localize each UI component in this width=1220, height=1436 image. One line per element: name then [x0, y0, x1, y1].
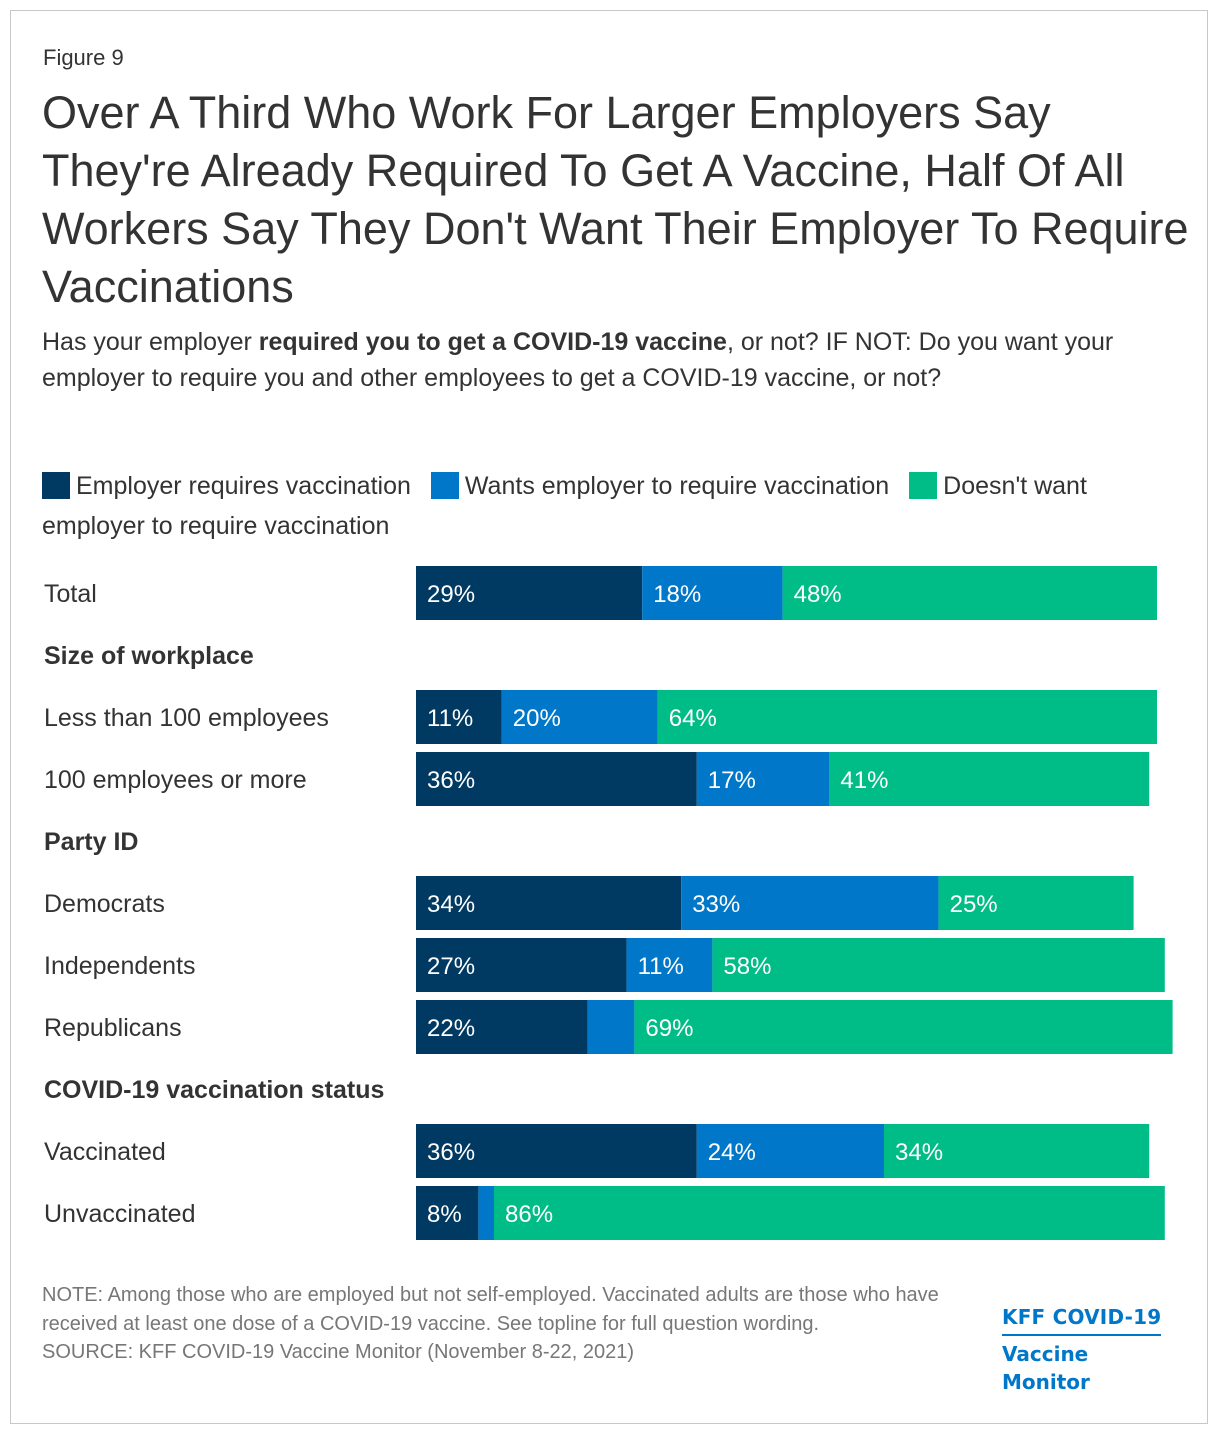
bar-total-wants	[642, 566, 783, 620]
data-label-democrats-wants: 33%	[692, 891, 740, 918]
bar-unvaccinated-wants	[478, 1186, 494, 1240]
bar-unvaccinated-doesnt-want	[494, 1186, 1165, 1240]
data-label-total-requires: 29%	[427, 581, 475, 608]
row-label-unvaccinated: Unvaccinated	[44, 1200, 195, 1228]
data-label-less-than-100-employees-wants: 20%	[513, 705, 561, 732]
bar-vaccinated-requires	[416, 1124, 697, 1178]
kff-logo: KFF COVID-19 Vaccine Monitor	[1002, 1303, 1182, 1396]
data-label-100-employees-or-more-wants: 17%	[708, 767, 756, 794]
legend-swatch-requires	[42, 472, 70, 499]
row-label-vaccinated: Vaccinated	[44, 1138, 166, 1166]
group-header-covid-19-vaccination-status: COVID-19 vaccination status	[44, 1076, 384, 1104]
bar-total-doesnt-want	[782, 566, 1157, 620]
data-label-100-employees-or-more-requires: 36%	[427, 767, 475, 794]
logo-line-2: Vaccine Monitor	[1002, 1342, 1090, 1394]
data-label-independents-doesnt-want: 58%	[723, 953, 771, 980]
data-label-democrats-doesnt-want: 25%	[950, 891, 998, 918]
legend-label-wants: Wants employer to require vaccination	[464, 472, 890, 500]
stacked-bar-chart: Total 29% 18% 48% Size of workplace Less than…	[44, 566, 1173, 1240]
data-label-unvaccinated-doesnt-want: 86%	[505, 1201, 553, 1228]
bar-unvaccinated-requires	[416, 1186, 479, 1240]
data-label-vaccinated-doesnt-want: 34%	[895, 1139, 943, 1166]
figure-label: Figure 9	[43, 45, 124, 70]
data-label-republicans-requires: 22%	[427, 1015, 475, 1042]
legend-swatch-wants	[430, 472, 459, 499]
chart-footer: NOTE: Among those who are employed but n…	[42, 1281, 942, 1367]
bar-100-employees-or-more-wants	[696, 752, 830, 806]
subtitle-post: , or not? IF NOT: Do you want your emplo…	[42, 328, 1114, 392]
legend-label-requires: Employer requires vaccination	[76, 472, 411, 500]
bar-republicans-requires	[416, 1000, 588, 1054]
legend-item-doesnt-want: Doesn't want employer to require vaccina…	[42, 472, 1087, 540]
bar-independents-doesnt-want	[712, 938, 1165, 992]
row-label-republicans: Republicans	[44, 1014, 182, 1042]
subtitle-pre: Has your employer	[42, 328, 259, 356]
data-label-republicans-doesnt-want: 69%	[645, 1015, 693, 1042]
bar-democrats-doesnt-want	[938, 876, 1134, 930]
data-label-independents-requires: 27%	[427, 953, 475, 980]
row-label-100-employees-or-more: 100 employees or more	[44, 766, 307, 794]
group-header-party-id: Party ID	[44, 828, 138, 856]
data-label-independents-wants: 11%	[638, 953, 684, 980]
group-header-size-of-workplace: Size of workplace	[44, 642, 254, 670]
data-label-less-than-100-employees-requires: 11%	[427, 705, 473, 732]
legend-label-doesnt-want: Doesn't want employer to require vaccina…	[42, 472, 1087, 540]
bar-100-employees-or-more-doesnt-want	[829, 752, 1150, 806]
bar-less-than-100-employees-wants	[501, 690, 658, 744]
data-label-democrats-requires: 34%	[427, 891, 475, 918]
data-label-total-doesnt-want: 48%	[794, 581, 842, 608]
bar-democrats-requires	[416, 876, 682, 930]
data-label-100-employees-or-more-doesnt-want: 41%	[840, 767, 888, 794]
chart-subtitle: Has your employer required you to get a …	[42, 325, 1182, 396]
chart-legend: Employer requires vaccination Wants emplo…	[42, 466, 1162, 546]
bar-republicans-wants	[587, 1000, 635, 1054]
bar-vaccinated-wants	[696, 1124, 884, 1178]
legend-swatch-doesnt-want	[909, 472, 938, 499]
bar-less-than-100-employees-requires	[416, 690, 502, 744]
data-label-total-wants: 18%	[653, 581, 701, 608]
chart-title: Over A Third Who Work For Larger Employe…	[42, 87, 1189, 312]
row-label-democrats: Democrats	[44, 890, 165, 918]
bar-total-requires	[416, 566, 643, 620]
bar-100-employees-or-more-requires	[416, 752, 697, 806]
legend-item-wants: Wants employer to require vaccination	[430, 472, 890, 500]
data-label-less-than-100-employees-doesnt-want: 64%	[669, 705, 717, 732]
data-label-unvaccinated-requires: 8%	[427, 1201, 462, 1228]
footer-source: SOURCE: KFF COVID-19 Vaccine Monitor (No…	[42, 1341, 635, 1363]
logo-line-1: KFF COVID-19	[1002, 1303, 1162, 1336]
footer-note: NOTE: Among those who are employed but n…	[42, 1284, 939, 1335]
data-label-vaccinated-requires: 36%	[427, 1139, 475, 1166]
bar-independents-wants	[626, 938, 713, 992]
bar-republicans-doesnt-want	[634, 1000, 1173, 1054]
bar-independents-requires	[416, 938, 627, 992]
legend-item-requires: Employer requires vaccination	[42, 472, 411, 500]
row-label-less-than-100-employees: Less than 100 employees	[44, 704, 329, 732]
figure-frame	[10, 10, 1208, 1424]
bar-democrats-wants	[681, 876, 939, 930]
bar-vaccinated-doesnt-want	[884, 1124, 1150, 1178]
data-label-vaccinated-wants: 24%	[708, 1139, 756, 1166]
row-label-independents: Independents	[44, 952, 196, 980]
row-label-total: Total	[44, 580, 97, 608]
subtitle-bold: required you to get a COVID-19 vaccine	[258, 328, 727, 356]
bar-less-than-100-employees-doesnt-want	[657, 690, 1157, 744]
